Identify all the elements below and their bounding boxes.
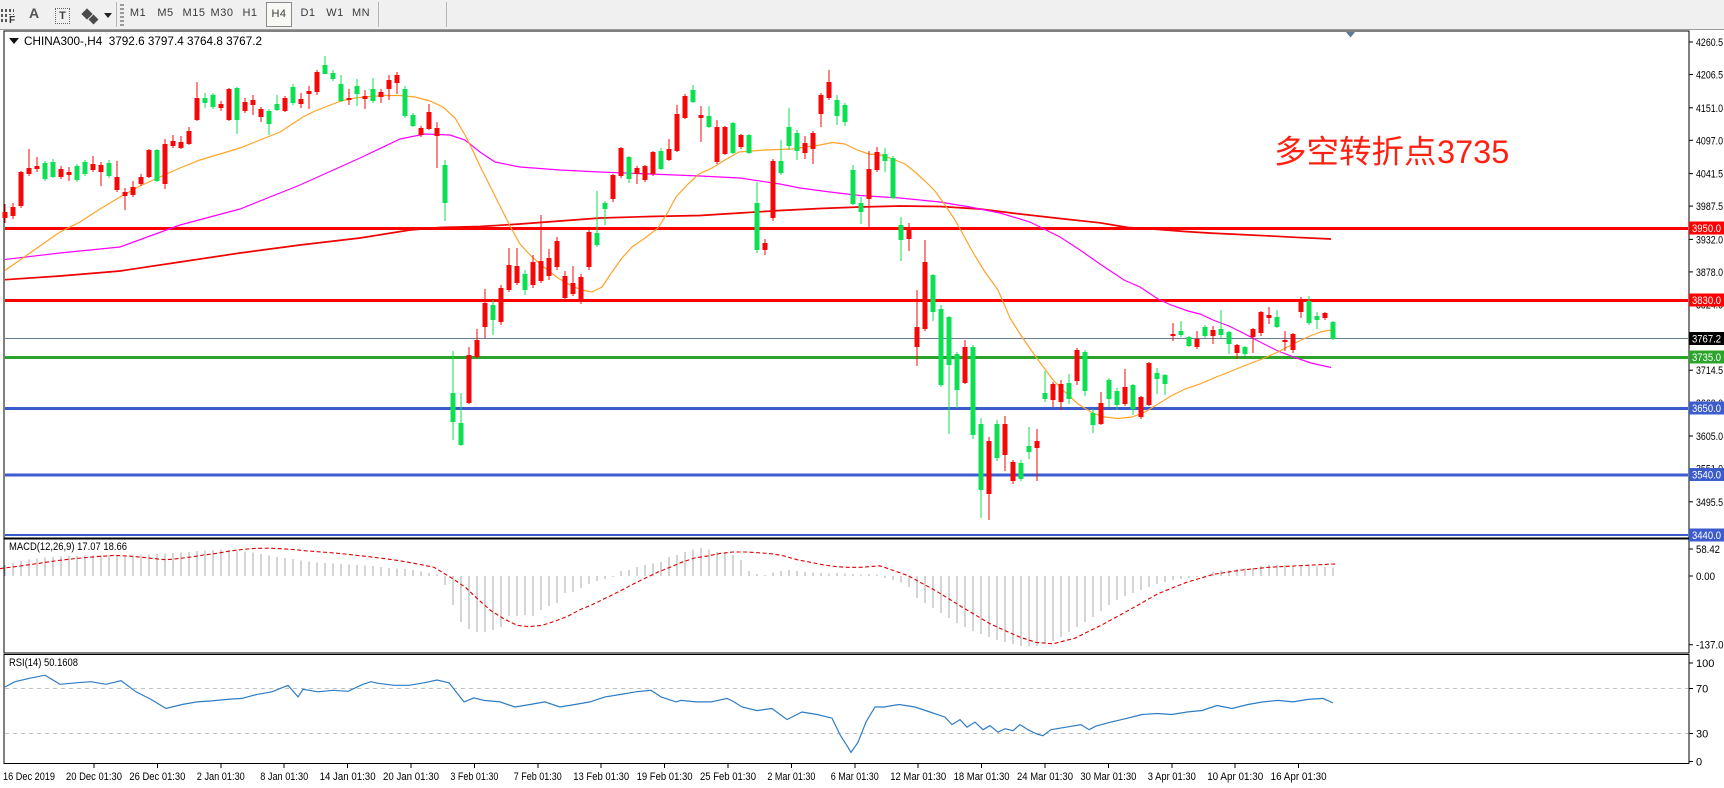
- svg-text:4097.0: 4097.0: [1696, 135, 1723, 147]
- svg-text:14 Jan 01:30: 14 Jan 01:30: [320, 771, 376, 783]
- svg-text:3932.0: 3932.0: [1696, 234, 1723, 246]
- svg-text:58.42: 58.42: [1696, 544, 1720, 556]
- svg-text:10 Apr 01:30: 10 Apr 01:30: [1207, 771, 1263, 783]
- svg-text:24 Mar 01:30: 24 Mar 01:30: [1017, 771, 1073, 783]
- svg-text:6 Mar 01:30: 6 Mar 01:30: [831, 771, 879, 783]
- svg-text:CHINA300-,H4 3792.6 3797.4 37: CHINA300-,H4 3792.6 3797.4 3764.8 3767.2: [24, 34, 262, 48]
- svg-text:30 Mar 01:30: 30 Mar 01:30: [1080, 771, 1136, 783]
- svg-text:3495.5: 3495.5: [1696, 497, 1723, 509]
- svg-text:4206.5: 4206.5: [1696, 70, 1723, 82]
- svg-text:RSI(14) 50.1608: RSI(14) 50.1608: [9, 657, 78, 669]
- svg-text:-137.09: -137.09: [1696, 640, 1724, 652]
- svg-text:3830.0: 3830.0: [1692, 295, 1721, 307]
- svg-text:19 Feb 01:30: 19 Feb 01:30: [637, 771, 693, 783]
- svg-text:3 Feb 01:30: 3 Feb 01:30: [450, 771, 498, 783]
- svg-text:4260.5: 4260.5: [1696, 37, 1723, 49]
- svg-text:25 Feb 01:30: 25 Feb 01:30: [700, 771, 756, 783]
- svg-text:3735: 3735: [1437, 134, 1509, 170]
- svg-text:0: 0: [1696, 757, 1702, 769]
- svg-text:3440.0: 3440.0: [1692, 530, 1721, 542]
- svg-text:70: 70: [1696, 684, 1708, 696]
- svg-text:3605.0: 3605.0: [1696, 431, 1723, 443]
- svg-text:3 Apr 01:30: 3 Apr 01:30: [1148, 771, 1196, 783]
- svg-text:2 Jan 01:30: 2 Jan 01:30: [197, 771, 245, 783]
- svg-text:3767.2: 3767.2: [1692, 334, 1721, 346]
- svg-text:3714.5: 3714.5: [1696, 365, 1723, 377]
- svg-text:MACD(12,26,9) 17.07 18.66: MACD(12,26,9) 17.07 18.66: [9, 541, 127, 553]
- svg-text:4041.5: 4041.5: [1696, 169, 1723, 181]
- svg-text:3987.5: 3987.5: [1696, 201, 1723, 213]
- svg-text:3878.0: 3878.0: [1696, 267, 1723, 279]
- svg-text:26 Dec 01:30: 26 Dec 01:30: [129, 771, 185, 783]
- svg-text:13 Feb 01:30: 13 Feb 01:30: [573, 771, 629, 783]
- svg-text:3540.0: 3540.0: [1692, 470, 1721, 482]
- svg-text:2 Mar 01:30: 2 Mar 01:30: [767, 771, 815, 783]
- svg-text:16 Apr 01:30: 16 Apr 01:30: [1271, 771, 1327, 783]
- svg-text:3650.0: 3650.0: [1692, 403, 1721, 415]
- svg-text:3950.0: 3950.0: [1692, 223, 1721, 235]
- svg-text:20 Jan 01:30: 20 Jan 01:30: [383, 771, 439, 783]
- svg-text:8 Jan 01:30: 8 Jan 01:30: [260, 771, 308, 783]
- svg-text:3735.0: 3735.0: [1692, 352, 1721, 364]
- svg-text:12 Mar 01:30: 12 Mar 01:30: [890, 771, 946, 783]
- svg-text:30: 30: [1696, 729, 1708, 741]
- svg-text:0.00: 0.00: [1696, 571, 1715, 583]
- svg-text:20 Dec 01:30: 20 Dec 01:30: [66, 771, 122, 783]
- svg-text:7 Feb 01:30: 7 Feb 01:30: [514, 771, 562, 783]
- svg-text:16 Dec 2019: 16 Dec 2019: [3, 771, 55, 783]
- svg-text:4151.0: 4151.0: [1696, 103, 1723, 115]
- svg-text:18 Mar 01:30: 18 Mar 01:30: [954, 771, 1010, 783]
- svg-text:100: 100: [1696, 658, 1714, 670]
